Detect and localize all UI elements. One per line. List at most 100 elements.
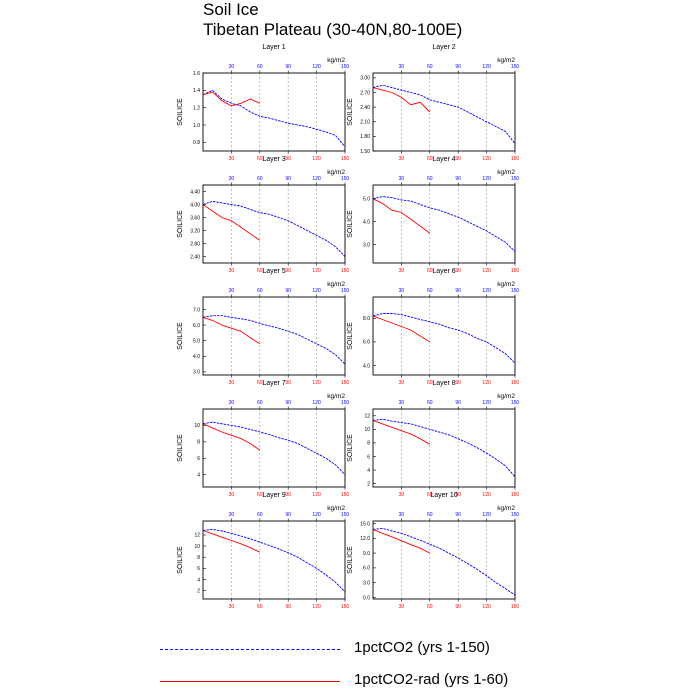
y-tick-label: 2.40 xyxy=(190,254,200,260)
y-tick-label: 5.0 xyxy=(193,338,200,344)
x-bottom-tick-label: 60 xyxy=(257,380,263,386)
x-top-tick-label: 90 xyxy=(455,288,461,294)
x-top-tick-label: 120 xyxy=(482,176,491,182)
series-1pctCO2-line xyxy=(372,84,516,144)
x-bottom-tick-label: 120 xyxy=(312,380,321,386)
x-bottom-tick-label: 60 xyxy=(427,492,433,498)
x-bottom-tick-label: 90 xyxy=(285,156,291,162)
x-top-tick-label: 30 xyxy=(229,288,235,294)
y-axis-label: SOILICE xyxy=(347,546,354,574)
units-label: kg/m2 xyxy=(497,169,515,176)
x-bottom-tick-label: 30 xyxy=(399,380,405,386)
x-top-tick-label: 90 xyxy=(285,64,291,70)
y-tick-label: 4.0 xyxy=(193,354,200,360)
y-tick-label: 6.0 xyxy=(363,340,370,346)
x-bottom-tick-label: 120 xyxy=(312,604,321,610)
x-top-tick-label: 120 xyxy=(312,400,321,406)
legend-line-1pctCO2 xyxy=(160,649,340,650)
plot-frame xyxy=(202,520,346,600)
legend-label-1pctCO2: 1pctCO2 (yrs 1-150) xyxy=(354,639,490,656)
chart-panel: Layer 5 kg/m2 SOILICE 30 60 90 120 150 30 60 90 120… xyxy=(177,268,349,386)
units-label: kg/m2 xyxy=(327,505,345,512)
x-bottom-tick-label: 150 xyxy=(341,268,350,274)
y-axis-label: SOILICE xyxy=(347,210,354,238)
x-top-tick-label: 150 xyxy=(341,288,350,294)
x-top-tick-label: 150 xyxy=(341,64,350,70)
x-bottom-tick-label: 150 xyxy=(511,268,520,274)
x-top-tick-label: 90 xyxy=(285,512,291,518)
y-tick-label: 8 xyxy=(197,440,200,446)
x-bottom-tick-label: 90 xyxy=(285,268,291,274)
chart-subtitle: Tibetan Plateau (30-40N,80-100E) xyxy=(203,20,463,39)
units-label: kg/m2 xyxy=(497,57,515,64)
x-top-tick-label: 150 xyxy=(341,176,350,182)
x-top-tick-label: 60 xyxy=(257,288,263,294)
x-top-tick-label: 60 xyxy=(257,400,263,406)
x-bottom-tick-label: 90 xyxy=(455,492,461,498)
panel-title: Layer 7 xyxy=(262,380,285,387)
x-bottom-tick-label: 90 xyxy=(285,380,291,386)
y-tick-label: 15.0 xyxy=(360,521,370,527)
series-1pctCO2-rad-line xyxy=(372,87,431,113)
x-top-tick-label: 30 xyxy=(229,64,235,70)
y-tick-label: 8.0 xyxy=(363,316,370,322)
legend-label-1pctCO2-rad: 1pctCO2-rad (yrs 1-60) xyxy=(354,671,509,688)
plot-frame xyxy=(372,184,516,264)
y-tick-label: 2 xyxy=(367,481,370,487)
y-axis-label: SOILICE xyxy=(177,434,184,462)
y-tick-label: 4 xyxy=(367,468,370,474)
x-top-tick-label: 90 xyxy=(455,176,461,182)
series-1pctCO2-line xyxy=(372,527,516,596)
panel-title: Layer 6 xyxy=(432,268,455,275)
x-bottom-tick-label: 120 xyxy=(482,380,491,386)
x-bottom-tick-label: 120 xyxy=(312,156,321,162)
x-bottom-tick-label: 60 xyxy=(427,380,433,386)
x-top-tick-label: 120 xyxy=(312,176,321,182)
y-tick-label: 4.0 xyxy=(363,220,370,226)
x-top-tick-label: 150 xyxy=(511,400,520,406)
y-tick-label: 3.00 xyxy=(360,76,370,82)
y-tick-label: 5.0 xyxy=(363,197,370,203)
units-label: kg/m2 xyxy=(497,281,515,288)
x-bottom-tick-label: 150 xyxy=(341,604,350,610)
y-tick-label: 10 xyxy=(194,423,200,429)
x-top-tick-label: 60 xyxy=(257,176,263,182)
x-bottom-tick-label: 60 xyxy=(427,604,433,610)
x-bottom-tick-label: 90 xyxy=(455,268,461,274)
x-top-tick-label: 150 xyxy=(341,400,350,406)
x-top-tick-label: 120 xyxy=(482,400,491,406)
x-bottom-tick-label: 60 xyxy=(257,156,263,162)
x-top-tick-label: 90 xyxy=(285,288,291,294)
panel-title: Layer 10 xyxy=(430,492,457,499)
panel-title: Layer 8 xyxy=(432,380,455,387)
x-bottom-tick-label: 120 xyxy=(482,268,491,274)
y-tick-label: 1.2 xyxy=(193,105,200,111)
series-1pctCO2-rad-line xyxy=(372,198,431,234)
series-1pctCO2-line xyxy=(202,200,346,257)
x-top-tick-label: 30 xyxy=(399,176,405,182)
x-bottom-tick-label: 90 xyxy=(455,156,461,162)
x-bottom-tick-label: 30 xyxy=(399,156,405,162)
y-tick-label: 6 xyxy=(197,566,200,572)
y-tick-label: 1.50 xyxy=(360,149,370,155)
x-bottom-tick-label: 30 xyxy=(229,156,235,162)
panel-title: Layer 9 xyxy=(262,492,285,499)
y-tick-label: 2.80 xyxy=(190,241,200,247)
x-top-tick-label: 30 xyxy=(229,512,235,518)
y-axis-label: SOILICE xyxy=(177,546,184,574)
x-top-tick-label: 30 xyxy=(229,176,235,182)
x-bottom-tick-label: 120 xyxy=(312,268,321,274)
panel-title: Layer 5 xyxy=(262,268,285,275)
series-1pctCO2-rad-line xyxy=(202,91,260,107)
x-top-tick-label: 150 xyxy=(511,288,520,294)
series-1pctCO2-rad-line xyxy=(372,420,431,445)
y-tick-label: 2 xyxy=(197,588,200,594)
chart-panel: Layer 3 kg/m2 SOILICE 30 60 90 120 150 30 60 90 120… xyxy=(177,156,349,274)
y-tick-label: 4 xyxy=(197,577,200,583)
x-top-tick-label: 30 xyxy=(399,512,405,518)
x-top-tick-label: 90 xyxy=(285,176,291,182)
x-top-tick-label: 120 xyxy=(312,512,321,518)
series-1pctCO2-line xyxy=(202,315,346,365)
plot-frame xyxy=(202,72,346,152)
